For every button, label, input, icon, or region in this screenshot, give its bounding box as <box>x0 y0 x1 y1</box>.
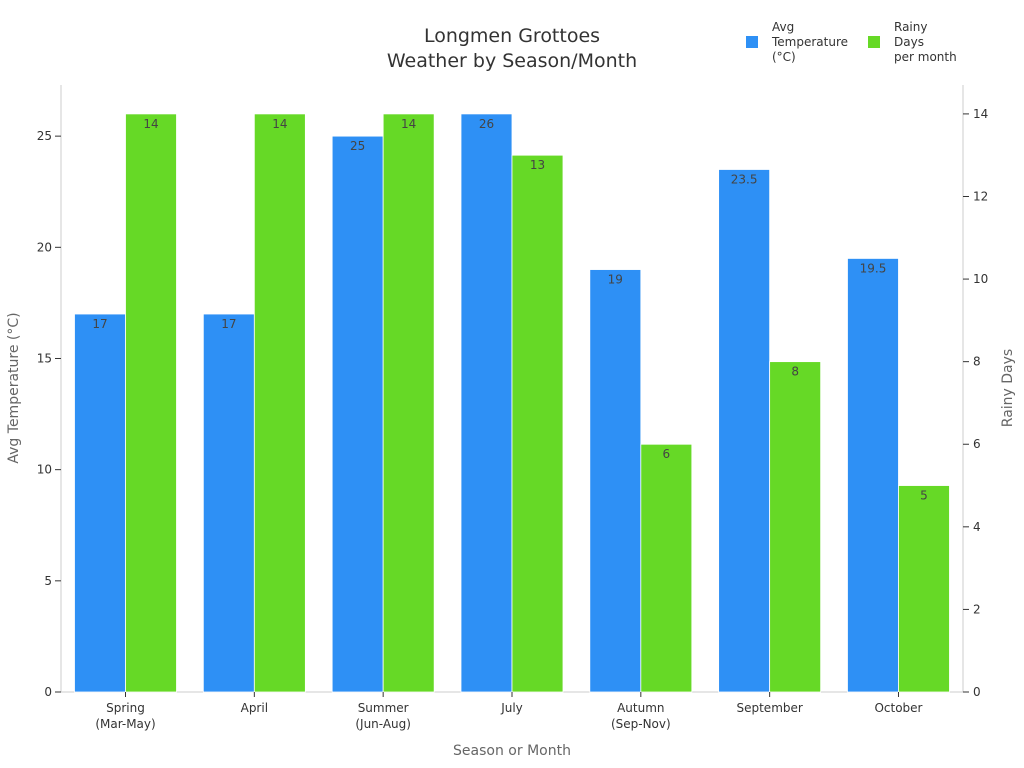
x-tick-label: Autumn <box>617 701 664 715</box>
bar-temperature[interactable] <box>331 135 384 693</box>
data-label-rainy-days: 14 <box>143 117 158 131</box>
x-tick-label: (Sep-Nov) <box>611 717 671 731</box>
x-tick-label: (Jun-Aug) <box>355 717 411 731</box>
data-label-temperature: 19 <box>608 273 623 287</box>
legend-swatch-temperature <box>746 36 758 48</box>
x-tick-label: Summer <box>358 701 409 715</box>
x-tick-label: October <box>874 701 922 715</box>
data-label-temperature: 17 <box>92 317 107 331</box>
y-tick-label-right: 10 <box>973 272 988 286</box>
x-axis-ticks: Spring (Mar-May) April Summer (Jun-Aug) July A… <box>95 692 923 731</box>
bar-temperature[interactable] <box>460 113 513 693</box>
bar-rainy-days[interactable] <box>253 113 306 693</box>
y-tick-label-right: 12 <box>973 189 988 203</box>
y-tick-label-right: 0 <box>973 685 981 699</box>
bar-temperature[interactable] <box>74 313 126 693</box>
data-label-rainy-days: 13 <box>530 158 545 172</box>
legend-item-rainy-days[interactable]: Rainy Days per month <box>868 20 957 64</box>
x-axis-label: Season or Month <box>453 743 571 759</box>
y-axis-label-right: Rainy Days <box>1000 349 1016 427</box>
data-label-rainy-days: 14 <box>401 117 416 131</box>
legend-swatch-rainy-days <box>868 36 880 48</box>
chart-title-line-1: Longmen Grottoes <box>424 25 600 47</box>
bar-labels: 17 14 17 14 25 14 26 13 19 6 23.5 8 19.5 5 <box>92 117 927 503</box>
y-tick-label-right: 4 <box>973 520 981 534</box>
chart-title-line-2: Weather by Season/Month <box>387 50 637 72</box>
data-label-rainy-days: 5 <box>920 489 928 503</box>
bar-rainy-days[interactable] <box>511 154 564 693</box>
legend-label-rainy-days-3: per month <box>894 50 957 64</box>
bar-rainy-days[interactable] <box>382 113 435 693</box>
data-label-temperature: 19.5 <box>860 261 887 275</box>
x-tick-label: (Mar-May) <box>95 717 155 731</box>
bar-temperature[interactable] <box>847 258 899 693</box>
bar-rainy-days[interactable] <box>640 443 693 693</box>
bar-rainy-days[interactable] <box>898 485 950 693</box>
data-label-rainy-days: 6 <box>662 447 670 461</box>
legend-label-rainy-days-1: Rainy <box>894 20 927 34</box>
y-axis-label-left: Avg Temperature (°C) <box>6 312 22 463</box>
x-tick-label: July <box>500 701 523 715</box>
bar-temperature[interactable] <box>589 269 642 693</box>
legend-label-temperature-2: Temperature <box>771 35 848 49</box>
legend-item-temperature[interactable]: Avg Temperature (°C) <box>746 20 848 64</box>
bar-temperature[interactable] <box>202 313 255 693</box>
x-tick-label: April <box>241 701 268 715</box>
y-tick-label-right: 14 <box>973 107 988 121</box>
y-tick-label-right: 8 <box>973 355 981 369</box>
y-tick-label-left: 10 <box>37 463 52 477</box>
bar-rainy-days[interactable] <box>769 361 822 693</box>
bars <box>74 113 950 693</box>
legend-label-temperature-1: Avg <box>772 20 794 34</box>
y-tick-label-left: 0 <box>44 685 52 699</box>
data-label-rainy-days: 8 <box>791 365 799 379</box>
data-label-rainy-days: 14 <box>272 117 287 131</box>
data-label-temperature: 26 <box>479 117 494 131</box>
data-label-temperature: 17 <box>221 317 236 331</box>
x-tick-label: September <box>736 701 802 715</box>
x-tick-label: Spring <box>106 701 145 715</box>
data-label-temperature: 23.5 <box>731 172 758 186</box>
chart-title: Longmen Grottoes Weather by Season/Month <box>387 25 637 72</box>
data-label-temperature: 25 <box>350 139 365 153</box>
y-tick-label-left: 25 <box>37 129 52 143</box>
legend-label-rainy-days-2: Days <box>894 35 924 49</box>
bar-rainy-days[interactable] <box>125 113 177 693</box>
y-tick-label-right: 2 <box>973 602 981 616</box>
y-tick-label-left: 15 <box>37 351 52 365</box>
y-tick-label-left: 20 <box>37 240 52 254</box>
y-tick-label-right: 6 <box>973 437 981 451</box>
bar-temperature[interactable] <box>718 169 771 693</box>
legend: Avg Temperature (°C) Rainy Days per mont… <box>746 20 957 64</box>
y-tick-label-left: 5 <box>44 574 52 588</box>
legend-label-temperature-3: (°C) <box>772 50 796 64</box>
